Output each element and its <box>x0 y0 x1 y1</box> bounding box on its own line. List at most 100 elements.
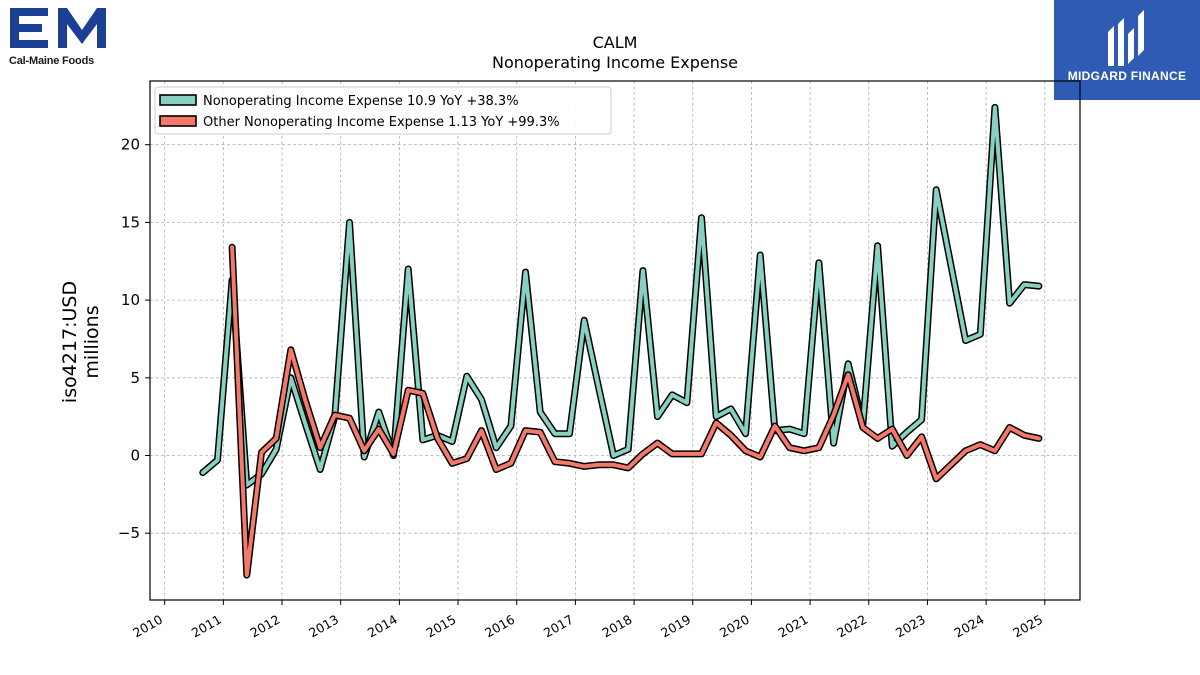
series-2-point <box>450 461 454 465</box>
x-tick-label: 2021 <box>776 612 811 641</box>
midgard-logo-text: MIDGARD FINANCE <box>1067 69 1187 83</box>
series-1-point <box>641 269 645 272</box>
y-tick-label: 0 <box>130 446 140 464</box>
series-2-point <box>524 429 527 433</box>
series-2-point <box>1008 426 1011 429</box>
legend: Nonoperating Income Expense 10.9 YoY +38… <box>154 86 612 135</box>
series-2-point <box>509 461 513 465</box>
chart-title: CALM <box>592 33 638 52</box>
y-tick-label: 15 <box>121 213 140 231</box>
series-1-point <box>450 440 454 443</box>
x-tick-label: 2012 <box>247 612 282 641</box>
cal-maine-logo-text: Cal-Maine Foods <box>9 55 95 67</box>
series-1-point <box>978 332 982 336</box>
x-tick-label: 2019 <box>658 612 693 641</box>
x-tick-label: 2011 <box>189 612 224 641</box>
midgard-logo-mark <box>1108 10 1144 66</box>
series-1-point <box>626 447 630 451</box>
series-1-point <box>788 427 791 431</box>
y-axis-label: iso4217:USD millions <box>59 281 103 403</box>
series-2-point <box>597 463 601 467</box>
series-1-point <box>494 446 498 450</box>
series-1-point <box>568 432 571 436</box>
series-2-point <box>421 391 425 395</box>
series-2-point <box>817 446 821 450</box>
series-2-point <box>274 436 278 440</box>
x-tick-label: 2010 <box>130 612 165 641</box>
x-tick-label: 2013 <box>306 612 341 641</box>
series-1-point <box>876 244 879 248</box>
y-tick-label: 20 <box>121 136 140 154</box>
series-1-point <box>304 423 307 426</box>
series-2-point <box>289 348 293 352</box>
series-2-point <box>538 430 542 434</box>
series-1-point <box>480 398 483 401</box>
series-2-point <box>802 449 806 453</box>
legend-label: Nonoperating Income Expense 10.9 YoY +38… <box>203 94 519 109</box>
series-2-point <box>260 450 263 454</box>
series-1-point <box>656 415 659 419</box>
series-1-point <box>1037 284 1041 288</box>
x-tick-label: 2018 <box>600 612 635 641</box>
series-1 <box>199 103 1043 489</box>
series-2-point <box>920 435 923 439</box>
series-1-point <box>714 415 718 419</box>
y-tick-label: 5 <box>130 369 140 387</box>
y-axis-label-line-2: millions <box>81 305 103 378</box>
x-tick-label: 2016 <box>482 612 517 641</box>
y-tick-label: 10 <box>121 291 140 309</box>
series-2-point <box>465 457 469 460</box>
x-tick-label: 2020 <box>717 612 752 641</box>
series-1-point <box>201 471 205 474</box>
series-2-point <box>392 452 395 456</box>
series-1-point <box>729 407 733 411</box>
series-1-point <box>612 454 615 457</box>
series-1-point <box>348 221 351 224</box>
series-2-point <box>934 477 938 481</box>
series-1-point <box>802 432 806 436</box>
series-2-point <box>436 436 439 440</box>
legend-box <box>154 86 612 135</box>
series-1-point <box>964 339 967 342</box>
series-2-point <box>553 460 557 464</box>
cal-maine-logo: Cal-Maine Foods <box>8 6 118 67</box>
series-1-point <box>465 374 469 378</box>
series-1-point <box>1008 301 1011 305</box>
series-2-point <box>876 436 879 440</box>
series-2-point <box>1022 433 1026 437</box>
legend-swatch <box>159 94 197 106</box>
series-2-point <box>905 454 909 457</box>
series-2-point <box>245 573 249 577</box>
plot-frame <box>149 80 1081 601</box>
series-1-point <box>685 401 689 405</box>
series-1-point <box>597 387 601 391</box>
series-2-point <box>861 426 865 429</box>
series-2-point <box>656 441 659 445</box>
series-2-point <box>964 449 967 453</box>
series-2-point <box>670 452 674 456</box>
series-2-point <box>318 446 322 450</box>
series-2-point <box>744 449 747 453</box>
series-1-point <box>700 216 703 220</box>
y-axis-label-line-1: iso4217:USD <box>59 281 81 403</box>
series-2-point <box>788 446 791 450</box>
series-1-point <box>553 432 557 436</box>
series-2-point <box>626 466 630 470</box>
x-tick-label: 2024 <box>952 612 987 641</box>
series-2-point <box>993 449 997 453</box>
series-1-point <box>993 106 997 109</box>
series-2-point <box>758 455 762 459</box>
chart-subtitle: Nonoperating Income Expense <box>491 53 739 72</box>
cal-maine-logo-mark <box>10 8 106 48</box>
series-2-point <box>846 373 850 377</box>
series-2-point <box>304 399 307 403</box>
x-tick-label: 2023 <box>893 612 928 641</box>
series-1-point <box>318 468 322 471</box>
series-2-point <box>729 433 733 437</box>
series-1-point <box>934 188 938 192</box>
series-2-point <box>773 424 777 428</box>
x-tick-label: 2022 <box>834 612 869 641</box>
series-1-point <box>289 376 293 380</box>
series-2-point <box>890 427 894 431</box>
